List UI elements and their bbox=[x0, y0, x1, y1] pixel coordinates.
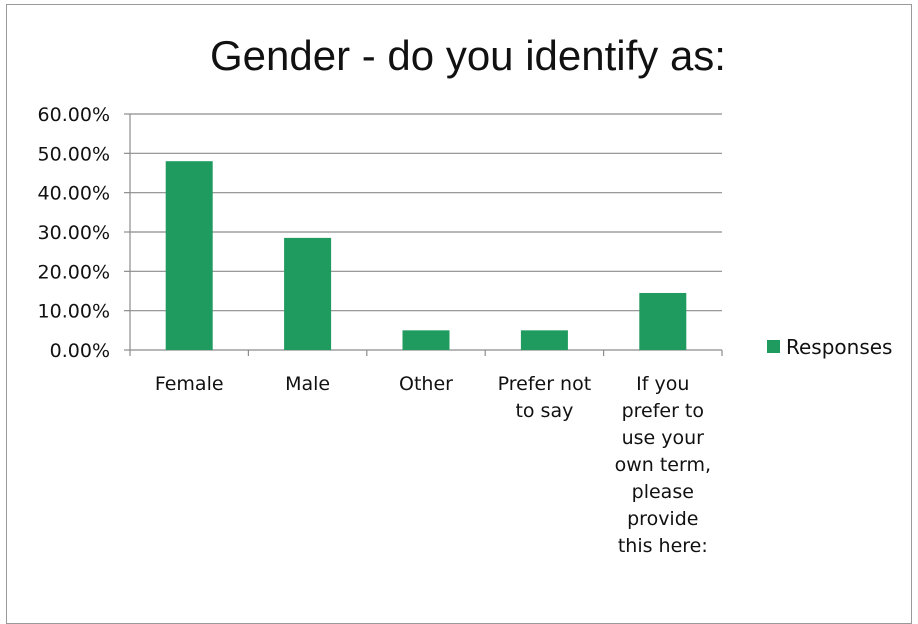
y-tick-label: 10.00% bbox=[38, 301, 110, 323]
category-label: Male bbox=[285, 373, 330, 395]
category-label: Other bbox=[399, 373, 453, 395]
bar-5 bbox=[639, 292, 687, 350]
bar-chart: Gender - do you identify as: 0.00% 10.00%… bbox=[38, 32, 893, 557]
chart-frame bbox=[6, 4, 912, 624]
y-tick-label: 30.00% bbox=[38, 222, 110, 244]
gridlines bbox=[130, 113, 722, 312]
bar-1 bbox=[165, 161, 213, 350]
y-tick-label: 50.00% bbox=[38, 143, 110, 165]
axes: 0.00% 10.00% 20.00% 30.00% 40.00% 50.00% 60.00… bbox=[38, 104, 723, 362]
category-label: If you prefer to use your own term, please pr… bbox=[615, 373, 711, 557]
bar-2 bbox=[284, 237, 332, 350]
legend: Responses bbox=[767, 335, 892, 359]
category-label: Prefer not to say bbox=[498, 373, 592, 422]
y-tick-label: 60.00% bbox=[38, 104, 110, 126]
category-labels: Female Male Other Prefer not to say If you pre… bbox=[155, 373, 711, 557]
y-tick-label: 0.00% bbox=[50, 340, 110, 362]
y-tick-label: 40.00% bbox=[38, 183, 110, 205]
legend-swatch bbox=[767, 340, 780, 353]
y-tick-label: 20.00% bbox=[38, 261, 110, 283]
category-label: Female bbox=[155, 373, 224, 395]
bar-3 bbox=[402, 330, 450, 350]
bar-4 bbox=[520, 330, 568, 350]
bars bbox=[165, 161, 687, 350]
chart-title: Gender - do you identify as: bbox=[210, 32, 726, 79]
legend-label: Responses bbox=[786, 335, 892, 359]
